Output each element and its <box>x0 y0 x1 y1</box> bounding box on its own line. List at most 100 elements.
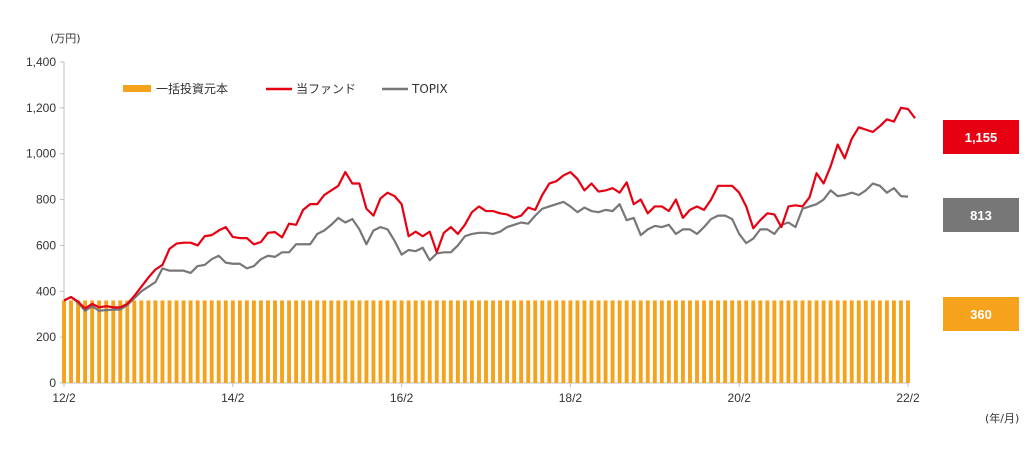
principal-bar <box>863 300 868 383</box>
principal-bar <box>146 300 151 383</box>
principal-bar <box>899 300 903 383</box>
principal-bar <box>470 300 474 383</box>
principal-bar <box>76 300 80 383</box>
principal-bar <box>364 300 369 383</box>
principal-bar <box>800 300 805 383</box>
principal-bar <box>244 300 249 383</box>
principal-bar <box>357 300 362 383</box>
principal-bar <box>730 300 735 383</box>
principal-bar <box>519 300 524 383</box>
principal-bar <box>378 300 383 383</box>
principal-bar <box>385 300 390 383</box>
principal-bar <box>420 300 425 383</box>
principal-bar <box>111 300 116 383</box>
principal-bar <box>125 300 130 383</box>
principal-bar <box>287 300 291 383</box>
principal-bar <box>83 300 88 383</box>
principal-bar <box>491 300 495 383</box>
principal-bar <box>69 300 73 383</box>
x-tick-label: 12/2 <box>52 391 76 405</box>
y-tick-label: 800 <box>36 193 56 207</box>
principal-bar <box>104 300 109 383</box>
principal-bar <box>617 300 622 383</box>
principal-bar <box>498 300 502 383</box>
principal-bar <box>533 300 538 383</box>
principal-bar <box>160 300 165 383</box>
principal-bar <box>181 300 186 383</box>
principal-bar <box>350 300 355 383</box>
principal-bar <box>251 300 256 383</box>
y-tick-label: 400 <box>36 284 56 298</box>
principal-bar <box>216 300 221 383</box>
principal-bar <box>723 300 728 383</box>
principal-bar <box>167 300 172 383</box>
principal-bar <box>765 300 770 383</box>
principal-bar <box>202 300 207 383</box>
principal-bar <box>455 300 460 383</box>
y-tick-label: 1,000 <box>26 147 56 161</box>
y-tick-label: 1,400 <box>26 55 56 69</box>
x-tick-label: 20/2 <box>728 391 752 405</box>
principal-bar <box>308 300 313 383</box>
principal-bar <box>737 300 742 383</box>
principal-bar <box>821 300 826 383</box>
principal-bar <box>582 300 587 383</box>
principal-bar <box>772 300 777 383</box>
legend: 一括投資元本 当ファンド TOPIX <box>123 81 448 96</box>
principal-bar <box>526 300 531 383</box>
principal-bar <box>596 300 601 383</box>
principal-bar <box>568 300 573 383</box>
principal-bar <box>174 300 179 383</box>
principal-bar <box>835 300 840 383</box>
principal-bar <box>603 300 608 383</box>
principal-bar <box>62 300 66 383</box>
principal-bar <box>884 300 889 383</box>
principal-bar <box>877 300 882 383</box>
principal-bar <box>209 300 214 383</box>
x-tick-label: 14/2 <box>221 391 245 405</box>
principal-bar <box>688 300 692 383</box>
principal-bar <box>427 300 432 383</box>
principal-bar <box>343 300 348 383</box>
y-axis-unit: (万円) <box>50 32 81 45</box>
principal-bar <box>392 300 397 383</box>
series-lines <box>63 106 916 312</box>
y-tick-label: 0 <box>49 376 56 390</box>
principal-bar <box>434 300 439 383</box>
x-axis: 12/2 14/2 16/2 18/2 20/2 22/2 <box>52 382 920 405</box>
principal-bar <box>610 300 615 383</box>
principal-bar <box>681 300 685 383</box>
x-tick-label: 18/2 <box>559 391 583 405</box>
principal-bar <box>554 300 559 383</box>
principal-bar <box>793 300 798 383</box>
principal-bar <box>413 300 418 383</box>
principal-bar <box>441 300 446 383</box>
y-tick-label: 200 <box>36 330 56 344</box>
principal-bar <box>906 300 910 383</box>
principal-bar <box>484 300 488 383</box>
principal-bar <box>561 300 566 383</box>
topix-line <box>63 182 909 312</box>
principal-bar <box>645 300 650 383</box>
principal-bar <box>266 300 270 383</box>
principal-bar <box>751 300 756 383</box>
principal-bar <box>97 300 102 383</box>
topix-end-value-badge: 813 <box>943 198 1019 232</box>
legend-label-principal: 一括投資元本 <box>156 81 228 96</box>
x-axis-unit: (年/月) <box>985 411 1019 425</box>
x-tick-label: 22/2 <box>896 391 920 405</box>
principal-bar <box>477 300 481 383</box>
principal-bar <box>273 300 277 383</box>
y-tick-label: 600 <box>36 238 56 252</box>
principal-bar <box>702 300 706 383</box>
principal-bar <box>153 300 158 383</box>
principal-bar <box>512 300 517 383</box>
principal-bar <box>814 300 819 383</box>
principal-bars <box>62 300 910 383</box>
principal-bar <box>237 300 242 383</box>
principal-bar <box>399 300 404 383</box>
principal-bar <box>758 300 763 383</box>
legend-swatch-principal <box>123 85 151 92</box>
principal-bar <box>329 300 334 383</box>
principal-bar <box>631 300 636 383</box>
